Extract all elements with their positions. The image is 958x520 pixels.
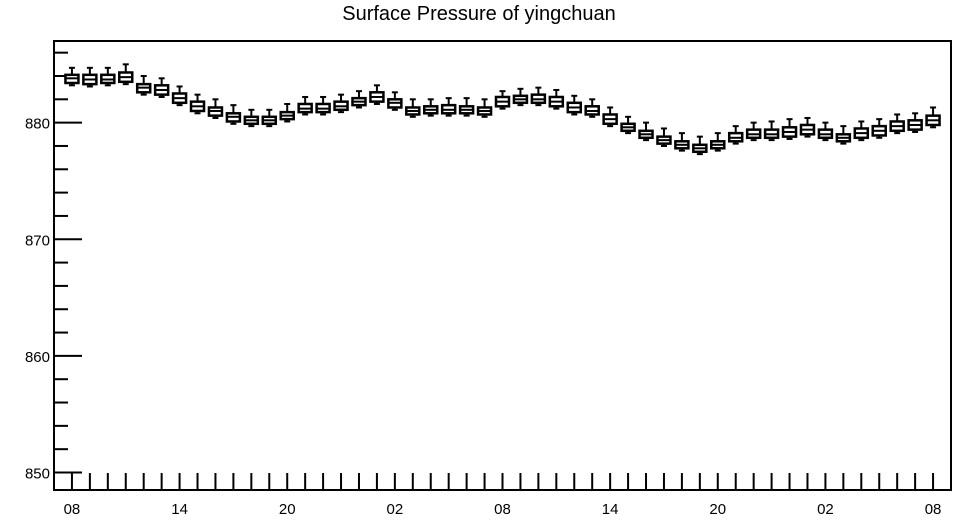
box-mark	[763, 120, 780, 142]
y-tick-label: 880	[25, 116, 50, 133]
box-mark	[584, 98, 600, 118]
box-mark	[710, 132, 726, 152]
box-mark	[315, 95, 331, 116]
box-mark	[476, 98, 493, 118]
x-tick-label: 02	[817, 501, 834, 518]
x-tick-label: 14	[602, 501, 619, 518]
box-mark	[907, 112, 923, 133]
box-mark	[153, 77, 170, 98]
box-mark	[82, 66, 98, 88]
box-mark	[566, 94, 583, 116]
box-mark	[835, 125, 852, 145]
plot-axes	[53, 40, 952, 491]
box-mark	[422, 98, 439, 117]
box-mark	[333, 93, 349, 114]
box-mark	[100, 66, 116, 87]
box-marks	[64, 63, 941, 156]
x-tick-label: 08	[925, 501, 942, 518]
box-mark	[64, 66, 80, 87]
x-tick-label: 02	[387, 501, 404, 518]
box-mark	[369, 84, 385, 105]
box-mark	[638, 121, 654, 142]
box-mark	[656, 127, 672, 147]
box-mark	[387, 91, 403, 111]
box-mark	[494, 90, 511, 110]
box-mark	[118, 63, 134, 86]
x-tick-label: 08	[494, 501, 511, 518]
box-mark	[745, 121, 762, 142]
box-mark	[727, 125, 744, 145]
x-tick-label: 08	[64, 501, 81, 518]
x-tick-label: 20	[279, 501, 296, 518]
chart-title: Surface Pressure of yingchuan	[342, 3, 616, 25]
box-mark	[189, 93, 206, 115]
y-tick-label: 870	[25, 232, 50, 249]
x-tick-label: 14	[171, 501, 188, 518]
box-mark	[692, 135, 708, 156]
box-mark	[225, 104, 242, 125]
box-mark	[799, 116, 816, 138]
x-tick-label: 20	[709, 501, 726, 518]
box-mark	[135, 74, 152, 96]
box-mark	[171, 85, 188, 107]
y-tick-label: 860	[25, 349, 50, 366]
box-mark	[261, 108, 278, 128]
box-mark	[871, 118, 887, 139]
box-mark	[781, 118, 798, 140]
box-mark	[279, 102, 295, 123]
y-tick-label: 850	[25, 466, 50, 483]
box-mark	[925, 106, 941, 129]
box-mark	[440, 97, 457, 117]
box-mark	[405, 98, 421, 118]
box-mark	[674, 132, 690, 152]
box-mark	[889, 113, 905, 135]
box-mark	[817, 121, 834, 142]
box-mark	[297, 95, 313, 116]
box-mark	[351, 90, 367, 109]
box-mark	[620, 115, 636, 135]
box-mark	[458, 97, 475, 117]
box-mark	[548, 88, 565, 110]
box-mark	[512, 87, 529, 107]
box-mark	[530, 86, 547, 107]
box-mark	[207, 98, 224, 119]
box-mark	[243, 108, 260, 128]
box-mark	[602, 106, 618, 128]
tick-labels: 850 860 870 880 08 14 20 02 08 14 20 02 08	[25, 116, 941, 518]
box-mark	[853, 120, 870, 142]
